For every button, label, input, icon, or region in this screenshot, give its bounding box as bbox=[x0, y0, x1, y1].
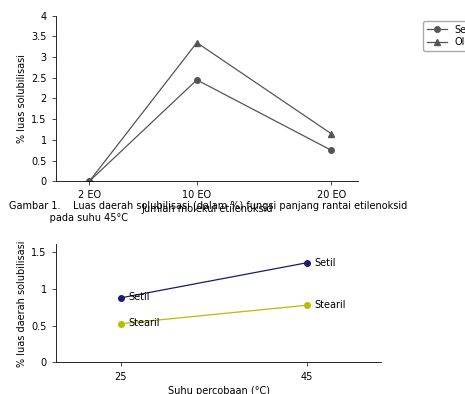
Text: Setil: Setil bbox=[314, 258, 336, 268]
Line: Oleil: Oleil bbox=[86, 39, 335, 185]
Setil bbox=[86, 179, 92, 184]
Legend: Setil, Oleil: Setil, Oleil bbox=[423, 20, 465, 51]
Text: Stearil: Stearil bbox=[128, 318, 160, 328]
Oleil bbox=[194, 40, 199, 45]
X-axis label: Jumlah molekul etilenoksid: Jumlah molekul etilenoksid bbox=[141, 204, 272, 214]
Line: Setil: Setil bbox=[86, 77, 334, 184]
Setil bbox=[328, 148, 334, 152]
Text: Gambar 1.    Luas daerah solubilisasi (dalam %) fungsi panjang rantai etilenoksi: Gambar 1. Luas daerah solubilisasi (dala… bbox=[9, 201, 407, 223]
X-axis label: Suhu percobaan (°C): Suhu percobaan (°C) bbox=[167, 386, 270, 394]
Oleil bbox=[86, 179, 92, 184]
Text: Setil: Setil bbox=[128, 292, 150, 302]
Y-axis label: % luas solubilisasi: % luas solubilisasi bbox=[17, 54, 27, 143]
Y-axis label: % luas daerah solubilisasi: % luas daerah solubilisasi bbox=[17, 240, 27, 367]
Text: Stearil: Stearil bbox=[314, 300, 346, 310]
Setil bbox=[194, 78, 199, 82]
Oleil bbox=[328, 131, 334, 136]
